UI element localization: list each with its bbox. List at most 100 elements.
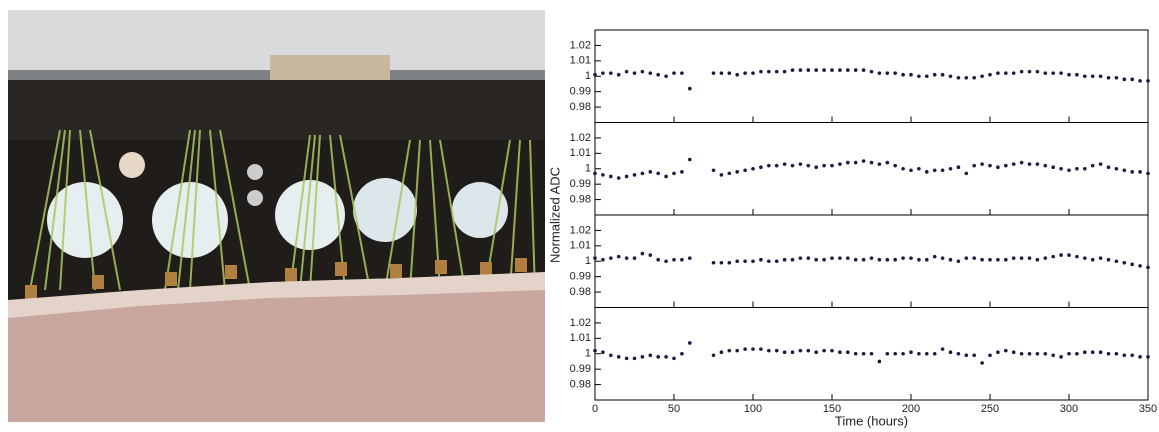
data-point [1083,74,1087,79]
data-point [964,256,969,260]
data-point [656,257,660,262]
y-tick-label: 0.98 [570,378,591,390]
data-point [648,353,653,358]
data-point [822,257,826,262]
data-point [1019,256,1024,260]
data-point [861,159,866,163]
data-point [1146,171,1150,176]
data-point [932,351,937,356]
data-point [838,68,842,72]
data-point [798,68,803,72]
data-point [1106,75,1111,80]
data-point [806,256,811,260]
data-point [830,163,834,168]
data-point [830,256,834,260]
data-point [624,356,629,361]
data-point [1090,350,1095,355]
data-point [632,256,637,260]
data-point [861,257,866,262]
x-tick-label: 200 [902,403,920,415]
y-tick-label: 1.01 [570,147,591,159]
data-point [948,257,953,262]
data-point [917,166,921,171]
data-point [861,351,866,356]
data-point [719,350,724,355]
data-point [838,256,842,260]
y-axis-label: Normalized ADC [547,167,562,263]
data-point [751,347,755,351]
data-point [735,170,739,174]
data-point [893,71,897,75]
data-point [688,256,692,260]
data-point [925,74,929,79]
data-point [711,353,716,358]
data-point [964,353,969,358]
data-point [893,163,897,168]
data-point [640,355,645,359]
data-point [609,71,613,75]
data-point [988,353,992,358]
data-point [917,351,921,356]
data-point [861,68,866,72]
data-point [901,256,905,260]
data-point [822,68,826,72]
data-point [909,256,913,260]
data-point [616,355,621,359]
data-point [719,173,724,177]
x-tick-label: 0 [592,403,598,415]
data-point [885,257,890,262]
data-point [972,353,976,358]
data-point [1075,72,1079,77]
data-point [917,257,921,262]
data-point [1075,351,1079,356]
data-point [1019,160,1024,165]
data-point [1114,75,1119,80]
data-point [1004,348,1008,353]
data-point [1059,166,1063,171]
data-point [767,348,771,353]
y-tick-label: 1 [585,348,591,360]
data-point [688,341,692,345]
data-point [925,257,929,262]
data-point [1043,256,1048,260]
data-point [1019,69,1024,74]
data-point [956,165,961,170]
data-point [1114,166,1119,171]
data-point [877,71,882,75]
data-point [782,69,787,74]
data-point [1098,256,1103,260]
data-point [932,72,937,77]
data-point [1004,257,1008,262]
data-point [980,361,984,365]
x-tick-label: 250 [981,403,999,415]
data-point [711,71,716,75]
y-tick-label: 0.99 [570,178,591,190]
data-point [632,356,637,361]
data-point [1035,69,1040,74]
data-point [719,260,724,265]
data-point [601,350,605,355]
data-point [1027,351,1032,356]
data-point [901,166,905,171]
y-tick-label: 0.98 [570,193,591,205]
data-point [901,351,905,356]
data-point [877,359,882,364]
data-point [1130,262,1134,267]
data-point [782,257,787,262]
data-point [664,355,668,359]
data-point [932,254,937,259]
data-point [1035,162,1040,166]
data-point [782,162,787,166]
data-point [609,174,613,179]
data-point [601,71,605,75]
data-point [1075,166,1079,171]
data-point [609,353,613,358]
data-point [988,163,992,168]
data-point [624,256,629,260]
data-point [656,355,660,359]
data-point [1122,168,1127,173]
y-tick-label: 1 [585,255,591,267]
data-point [767,259,771,264]
data-point [1067,168,1071,173]
y-tick-label: 1 [585,163,591,175]
